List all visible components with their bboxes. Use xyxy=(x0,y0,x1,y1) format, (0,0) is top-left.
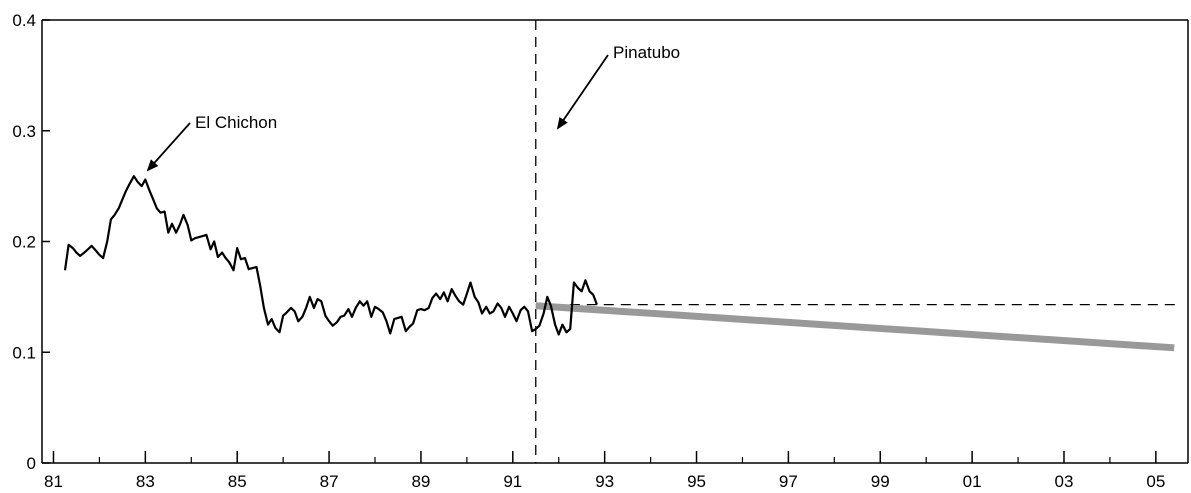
x-tick-label: 01 xyxy=(963,472,982,491)
annotation-label: Pinatubo xyxy=(613,43,680,62)
x-tick-label: 83 xyxy=(136,472,155,491)
x-tick-label: 97 xyxy=(779,472,798,491)
x-tick-label: 93 xyxy=(595,472,614,491)
y-tick-label: 0.3 xyxy=(12,122,36,141)
x-tick-label: 85 xyxy=(228,472,247,491)
x-tick-label: 99 xyxy=(871,472,890,491)
annotation-arrow xyxy=(556,54,609,130)
x-tick-label: 03 xyxy=(1055,472,1074,491)
y-tick-label: 0.4 xyxy=(12,11,36,30)
series-line xyxy=(63,175,598,336)
x-tick-label: 81 xyxy=(44,472,63,491)
ticks: 0 0.1 0.2 0.3 0.4 81 83 85 87 89 91 93 95 97 99 01 03 05 xyxy=(12,11,1165,491)
x-tick-label: 87 xyxy=(320,472,339,491)
y-tick-label: 0.2 xyxy=(12,233,36,252)
y-tick-label: 0 xyxy=(27,454,36,473)
annotation-arrow xyxy=(146,122,191,172)
trend-line xyxy=(535,302,1175,352)
x-tick-label: 89 xyxy=(411,472,430,491)
trend-line-group xyxy=(535,302,1175,352)
x-tick-label: 91 xyxy=(503,472,522,491)
x-tick-label: 95 xyxy=(687,472,706,491)
annotations: El Chichon Pinatubo xyxy=(146,43,680,172)
annotation-label: El Chichon xyxy=(195,113,277,132)
reference-lines xyxy=(535,20,1179,463)
x-tick-label: 05 xyxy=(1146,472,1165,491)
series-group xyxy=(63,175,598,336)
y-tick-label: 0.1 xyxy=(12,343,36,362)
